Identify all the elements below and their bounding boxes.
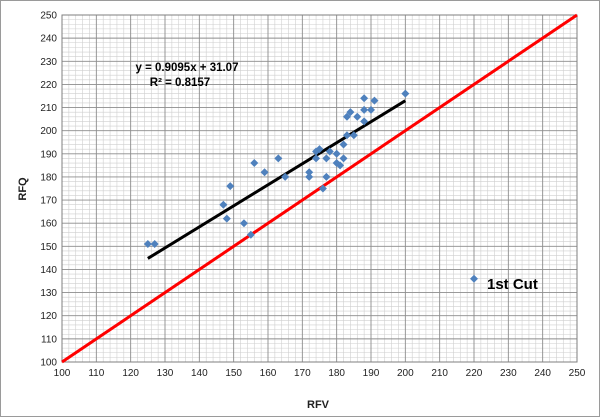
data-point [401, 89, 410, 98]
y-tick-label: 140 [40, 265, 57, 276]
y-tick-label: 100 [40, 358, 57, 369]
y-tick-label: 120 [40, 311, 57, 322]
y-tick-label: 160 [40, 219, 57, 230]
data-point [322, 154, 331, 163]
data-point [315, 145, 324, 154]
x-tick-label: 220 [466, 368, 483, 379]
y-tick-label: 130 [40, 288, 57, 299]
plot-area-border [61, 14, 578, 363]
data-point [219, 200, 228, 209]
y-tick-label: 210 [40, 103, 57, 114]
data-point [143, 240, 152, 249]
data-point [250, 159, 259, 168]
data-point [332, 149, 341, 158]
x-tick-label: 160 [260, 368, 277, 379]
x-tick-label: 150 [225, 368, 242, 379]
y-tick-label: 190 [40, 149, 57, 160]
y-axis-title: RFQ [17, 177, 29, 201]
data-point [360, 105, 369, 114]
y-tick-label: 230 [40, 57, 57, 68]
data-point [281, 172, 290, 181]
x-tick-label: 230 [500, 368, 517, 379]
data-point [342, 131, 351, 140]
data-point [349, 131, 358, 140]
data-point [339, 140, 348, 149]
x-tick-label: 120 [122, 368, 139, 379]
data-points [143, 89, 410, 249]
data-point [305, 168, 314, 177]
x-tick-label: 210 [431, 368, 448, 379]
data-point [370, 96, 379, 105]
data-point [222, 214, 231, 223]
data-point [150, 240, 159, 249]
x-tick-label: 100 [54, 368, 71, 379]
data-point [246, 230, 255, 239]
y-tick-label: 240 [40, 34, 57, 45]
x-tick-label: 180 [328, 368, 345, 379]
x-tick-label: 190 [363, 368, 380, 379]
legend: 1st Cut [470, 274, 538, 293]
r-squared-label: R² = 0.8157 [150, 77, 210, 89]
x-tick-label: 200 [397, 368, 414, 379]
y-tick-label: 110 [41, 334, 57, 345]
x-axis-title: RFV [307, 399, 330, 411]
data-point [353, 112, 362, 121]
data-point [325, 147, 334, 156]
legend-label: 1st Cut [487, 276, 538, 293]
legend-marker-diamond-icon [470, 274, 478, 283]
data-point [346, 108, 355, 117]
x-axis-tick-labels: 100 110 120 130 140 150 160 170 180 190 200 210 220 2… [54, 368, 586, 379]
data-point [339, 154, 348, 163]
trendline [147, 99, 407, 260]
data-point [322, 172, 331, 181]
y-tick-label: 200 [40, 126, 57, 137]
y-tick-label: 150 [40, 242, 57, 253]
data-point [226, 182, 235, 191]
data-point [318, 184, 327, 193]
data-point [360, 94, 369, 103]
x-tick-label: 140 [191, 368, 208, 379]
y-tick-label: 250 [40, 11, 57, 22]
data-point [360, 117, 369, 126]
major-gridlines [61, 14, 578, 363]
data-point [342, 112, 351, 121]
y-tick-label: 170 [40, 196, 57, 207]
y-axis-tick-labels: 100 110 120 130 140 150 160 170 180 190 200 210 220 2… [40, 11, 57, 369]
data-point [239, 219, 248, 228]
x-tick-label: 110 [88, 368, 104, 379]
y-tick-label: 180 [40, 172, 57, 183]
minor-gridlines [62, 15, 577, 362]
data-point [260, 168, 269, 177]
data-point [312, 154, 321, 163]
x-tick-label: 250 [569, 368, 586, 379]
x-tick-label: 240 [534, 368, 551, 379]
data-point [336, 161, 345, 170]
data-point [305, 172, 314, 181]
x-tick-label: 170 [294, 368, 311, 379]
data-point [367, 105, 375, 114]
y-tick-label: 220 [40, 80, 57, 91]
x-tick-label: 130 [157, 368, 174, 379]
trendline-equation: y = 0.9095x + 31.07 [136, 62, 239, 74]
data-point [274, 154, 283, 163]
